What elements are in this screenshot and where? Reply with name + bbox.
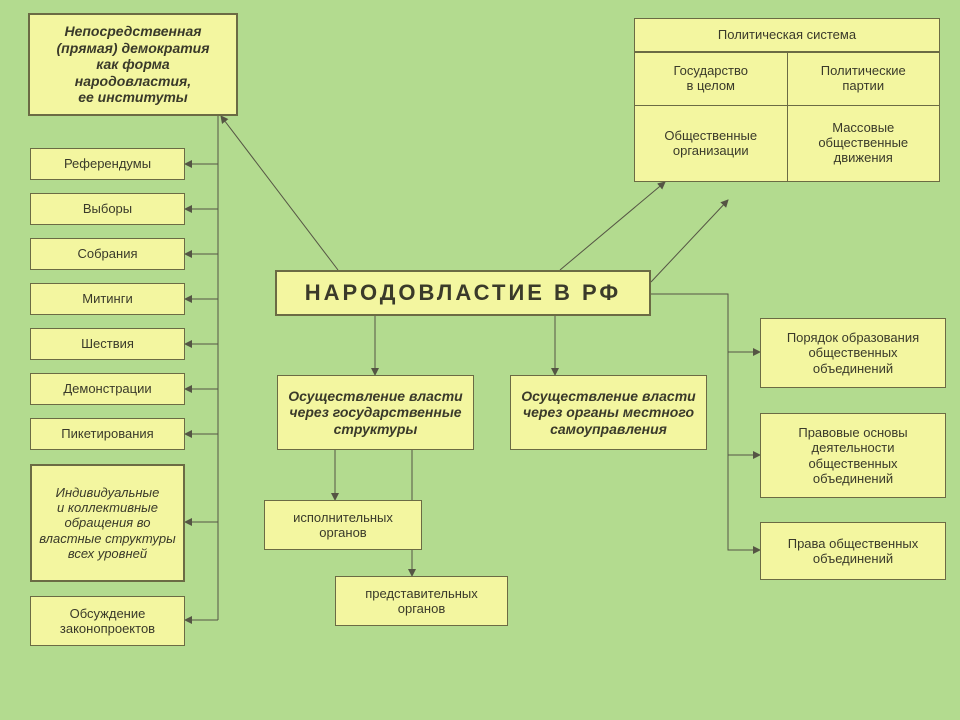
- node-r2: Правовые основы деятельности общественны…: [760, 413, 946, 498]
- node-r3: Права общественных объединений: [760, 522, 946, 580]
- node-title: НАРОДОВЛАСТИЕ В РФ: [275, 270, 651, 316]
- polsys-cell-0-1: Политические партии: [787, 53, 940, 106]
- node-li6: Пикетирования: [30, 418, 185, 450]
- node-li3: Митинги: [30, 283, 185, 315]
- node-li4: Шествия: [30, 328, 185, 360]
- node-gov: Осуществление власти через государственн…: [277, 375, 474, 450]
- node-direct: Непосредственная (прямая) демократия как…: [28, 13, 238, 116]
- node-polsys_title: Политическая система: [634, 18, 940, 52]
- node-exec: исполнительных органов: [264, 500, 422, 550]
- diagram-stage: Непосредственная (прямая) демократия как…: [0, 0, 960, 720]
- node-li2: Собрания: [30, 238, 185, 270]
- node-li1: Выборы: [30, 193, 185, 225]
- node-repr: представительных органов: [335, 576, 508, 626]
- node-li5: Демонстрации: [30, 373, 185, 405]
- polsys-cell-0-0: Государство в целом: [635, 53, 788, 106]
- node-local: Осуществление власти через органы местно…: [510, 375, 707, 450]
- polsys-cell-1-0: Общественные организации: [635, 106, 788, 182]
- node-li7: Индивидуальные и коллективные обращения …: [30, 464, 185, 582]
- political-system-table: Государство в целомПолитические партииОб…: [634, 52, 940, 182]
- node-li0: Референдумы: [30, 148, 185, 180]
- polsys-cell-1-1: Массовые общественные движения: [787, 106, 940, 182]
- node-r1: Порядок образования общественных объедин…: [760, 318, 946, 388]
- node-li8: Обсуждение законопроектов: [30, 596, 185, 646]
